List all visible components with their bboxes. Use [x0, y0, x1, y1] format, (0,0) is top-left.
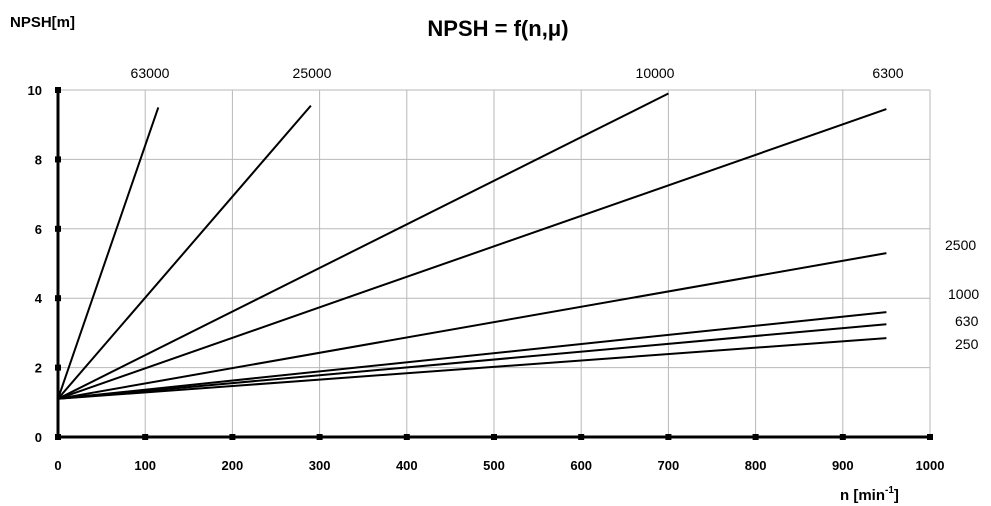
y-tick-label: 4 — [35, 291, 43, 306]
x-tick-mark — [927, 434, 933, 440]
y-tick-mark — [55, 225, 61, 232]
x-tick-label: 500 — [483, 458, 505, 473]
y-tick-mark — [55, 156, 61, 163]
x-axis-label: n [min-1] — [840, 485, 899, 504]
y-tick-label: 8 — [35, 152, 42, 167]
y-tick-mark — [55, 87, 61, 93]
series-lines — [57, 92, 887, 400]
x-tick-mark — [752, 434, 759, 440]
y-tick-label: 2 — [35, 361, 42, 376]
series-line-25000 — [57, 104, 312, 400]
series-label-25000: 25000 — [293, 65, 332, 81]
y-tick-mark — [55, 364, 61, 371]
y-tick-label: 0 — [35, 430, 42, 445]
series-label-63000: 63000 — [131, 65, 170, 81]
x-tick-mark — [142, 434, 149, 440]
series-line-63000 — [57, 107, 160, 400]
series-line-630 — [57, 323, 887, 400]
series-label-630: 630 — [955, 313, 979, 329]
x-tick-label: 600 — [570, 458, 592, 473]
x-tick-label: 0 — [54, 458, 61, 473]
series-line-10000 — [57, 92, 669, 400]
x-tick-label: 700 — [658, 458, 680, 473]
x-tick-label: 400 — [396, 458, 418, 473]
x-tick-mark — [316, 434, 323, 440]
x-tick-mark — [403, 434, 410, 440]
series-line-6300 — [57, 108, 887, 400]
x-tick-label: 1000 — [916, 458, 945, 473]
grid — [58, 89, 931, 437]
x-tick-label: 800 — [745, 458, 767, 473]
x-tick-label: 300 — [309, 458, 331, 473]
y-tick-mark — [55, 295, 61, 302]
x-tick-mark — [229, 434, 236, 440]
series-label-1000: 1000 — [948, 286, 979, 302]
x-tick-mark — [839, 434, 846, 440]
y-tick-label: 6 — [35, 222, 42, 237]
series-label-10000: 10000 — [636, 65, 675, 81]
x-tick-label: 100 — [134, 458, 156, 473]
series-label-2500: 2500 — [945, 237, 976, 253]
x-tick-label: 900 — [832, 458, 854, 473]
series-label-6300: 6300 — [872, 65, 903, 81]
x-tick-label: 200 — [222, 458, 244, 473]
x-tick-mark — [665, 434, 672, 440]
x-tick-mark — [491, 434, 497, 440]
tick-labels: 0 100 200 300 400 500 600 700 800 900 1000 0 2 4 6 8 10 — [28, 83, 945, 473]
series-labels: 63000 25000 10000 6300 2500 1000 630 250 — [131, 65, 980, 352]
x-tick-mark — [578, 434, 585, 440]
y-tick-mark — [55, 434, 61, 440]
series-line-2500 — [57, 252, 887, 400]
series-label-250: 250 — [955, 336, 979, 352]
series-line-250 — [57, 337, 887, 400]
y-axis-label: NPSH[m] — [10, 14, 75, 31]
series-line-1000 — [57, 311, 887, 400]
y-tick-label: 10 — [28, 83, 42, 98]
chart-title: NPSH = f(n,μ) — [427, 16, 568, 41]
